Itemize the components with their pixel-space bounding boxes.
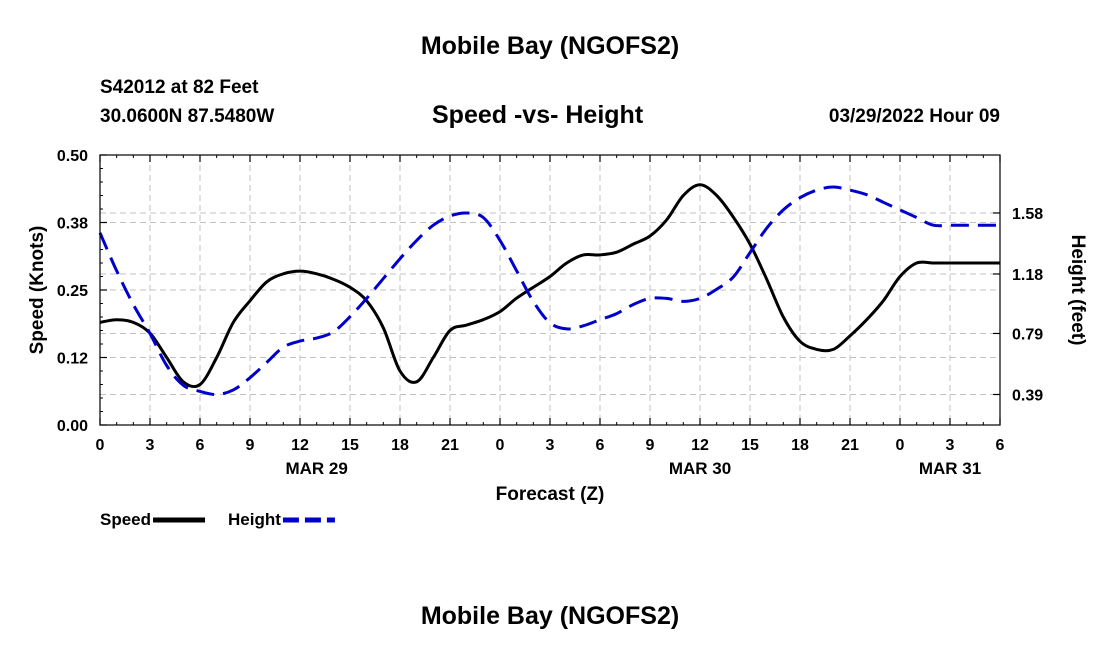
speed-series-line — [99, 183, 1000, 389]
x-tick-label: 0 — [896, 437, 905, 454]
label-layer: 0 3 6 9 12 15 18 21 0 3 6 9 12 15 18 21 0 3 6 0.00 0.12 0.25 0… — [27, 148, 1088, 505]
y2-tick-label: 1.58 — [1012, 206, 1043, 223]
y-tick-label: 0.38 — [57, 216, 88, 233]
date-label: MAR 30 — [669, 459, 731, 478]
legend-label-speed: Speed — [100, 510, 151, 529]
y2-tick-label: 0.79 — [1012, 326, 1043, 343]
y2-tick-label: 1.18 — [1012, 267, 1043, 284]
y-tick-label: 0.00 — [57, 418, 88, 435]
legend-label-height: Height — [228, 510, 281, 529]
y-tick-label: 0.50 — [57, 148, 88, 165]
chart-subtitle: Speed -vs- Height — [432, 101, 644, 129]
x-tick-label: 3 — [546, 437, 555, 454]
date-label: MAR 31 — [919, 459, 981, 478]
x-tick-label: 3 — [146, 437, 155, 454]
footer-title: Mobile Bay (NGOFS2) — [420, 602, 680, 630]
x-tick-label: 15 — [741, 437, 759, 454]
x-tick-label: 0 — [496, 437, 505, 454]
x-tick-label: 6 — [596, 437, 605, 454]
x-tick-label: 18 — [791, 437, 809, 454]
x-tick-label: 12 — [291, 437, 309, 454]
x-tick-label: 6 — [196, 437, 205, 454]
y-tick-label: 0.12 — [57, 351, 88, 368]
chart-title: Mobile Bay (NGOFS2) — [420, 32, 680, 60]
x-axis-label: Forecast (Z) — [496, 484, 605, 505]
x-tick-label: 15 — [341, 437, 359, 454]
x-tick-label: 21 — [841, 437, 859, 454]
series-layer — [98, 183, 1000, 397]
x-tick-label: 3 — [946, 437, 955, 454]
x-tick-label: 0 — [96, 437, 105, 454]
station-label: S42012 at 82 Feet — [100, 77, 259, 98]
x-tick-label: 9 — [246, 437, 255, 454]
date-label: MAR 29 — [285, 459, 347, 478]
y-axis-label: Speed (Knots) — [27, 226, 48, 355]
coordinates-label: 30.0600N 87.5480W — [100, 106, 275, 127]
y-tick-label: 0.25 — [57, 283, 88, 300]
x-tick-label: 6 — [996, 437, 1005, 454]
plot-frame — [99, 154, 1001, 426]
forecast-time-label: 03/29/2022 Hour 09 — [828, 106, 1000, 127]
y2-axis-label: Height (feet) — [1067, 235, 1088, 346]
grid-layer — [100, 155, 1000, 425]
x-tick-label: 12 — [691, 437, 709, 454]
y2-tick-label: 0.39 — [1012, 387, 1043, 404]
height-series-line — [98, 185, 1000, 397]
legend: Speed Height — [100, 510, 335, 529]
x-tick-label: 21 — [441, 437, 459, 454]
x-tick-label: 9 — [646, 437, 655, 454]
x-tick-label: 18 — [391, 437, 409, 454]
